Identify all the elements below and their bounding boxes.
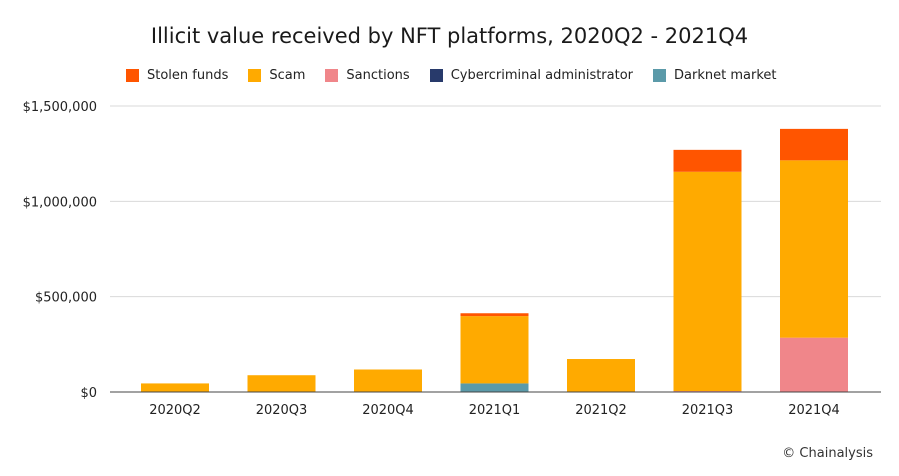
x-tick-label: 2020Q2	[149, 403, 201, 418]
x-tick-label: 2021Q3	[682, 403, 734, 418]
legend-item: Scam	[248, 68, 305, 83]
bar-segment-stolen-funds	[780, 128, 848, 161]
bar-segment-scam	[673, 171, 742, 392]
x-tick-label: 2020Q4	[362, 403, 414, 418]
legend-swatch	[429, 68, 443, 82]
x-tick-label: 2021Q4	[788, 403, 840, 418]
bar-segment-darknet-market	[460, 383, 529, 392]
legend-swatch	[325, 68, 339, 82]
bar-segment-scam	[141, 383, 209, 392]
legend-label: Sanctions	[346, 67, 410, 83]
chart-title: Illicit value received by NFT platforms,…	[150, 24, 749, 48]
legend-item: Stolen funds	[126, 68, 228, 83]
bar-segment-scam	[567, 359, 635, 392]
source-credit: © Chainalysis	[782, 446, 873, 461]
bar-segment-stolen-funds	[460, 313, 529, 317]
y-tick-label: $1,500,000	[23, 100, 97, 115]
bar-segment-scam	[354, 369, 422, 392]
legend-label: Darknet market	[674, 67, 777, 83]
legend-swatch	[248, 68, 262, 82]
y-tick-label: $0	[80, 386, 97, 401]
y-tick-label: $1,000,000	[23, 195, 97, 210]
x-tick-label: 2021Q2	[575, 403, 627, 418]
bar-segment-scam	[460, 316, 529, 384]
x-tick-label: 2020Q3	[256, 403, 308, 418]
y-tick-label: $500,000	[35, 291, 97, 306]
legend-label: Scam	[269, 67, 306, 83]
legend-item: Darknet market	[653, 68, 776, 83]
bar-segment-sanctions	[780, 337, 848, 392]
bar-segment-stolen-funds	[673, 149, 742, 172]
legend-item: Cybercriminal administrator	[429, 67, 634, 83]
legend-swatch	[126, 68, 139, 82]
bar-segment-scam	[780, 160, 848, 338]
chart-legend: Stolen funds Scam Sanctions Cybercriminal a…	[126, 65, 796, 85]
legend-label: Stolen funds	[147, 67, 229, 83]
bar-segment-scam	[247, 375, 316, 392]
x-tick-label: 2021Q1	[469, 403, 521, 418]
legend-swatch	[653, 68, 667, 82]
legend-label: Cybercriminal administrator	[450, 67, 634, 83]
legend-item: Sanctions	[325, 67, 410, 83]
